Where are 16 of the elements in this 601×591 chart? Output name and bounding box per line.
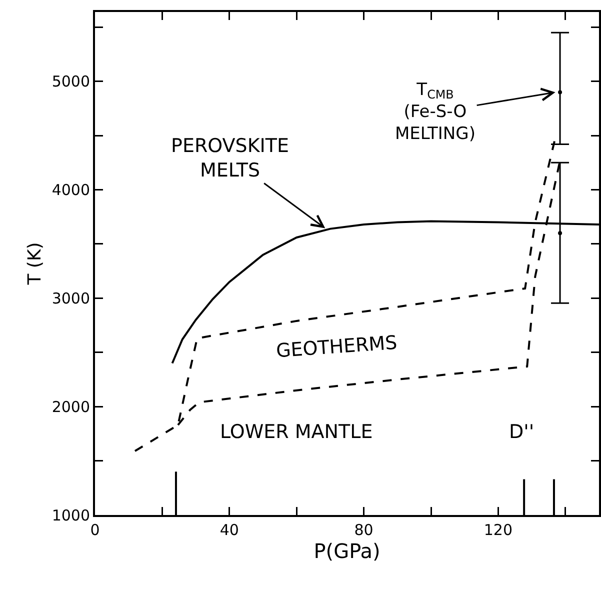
x-axis-title: P(GPa) (314, 539, 380, 563)
annotation: GEOTHERMS (275, 332, 398, 362)
y-tick-label: 1000 (52, 506, 90, 524)
y-tick-label: 4000 (52, 181, 90, 200)
annotation: PEROVSKITE MELTS (171, 135, 290, 182)
x-tick-label: 40 (220, 521, 239, 539)
x-tick-label: 80 (354, 521, 374, 539)
annotation: LOWER MANTLE (220, 421, 373, 443)
x-tick-label: 120 (484, 521, 513, 539)
y-tick-label: 5000 (52, 72, 90, 91)
annotation: D'' (509, 421, 534, 443)
y-axis-title: T (K) (24, 242, 46, 286)
annotation: T$_{CMB}$ (Fe-S-O MELTING) (395, 80, 476, 144)
y-tick-label: 2000 (52, 398, 90, 416)
y-tick-label: 3000 (52, 289, 90, 308)
x-tick-label: 0 (90, 521, 100, 539)
